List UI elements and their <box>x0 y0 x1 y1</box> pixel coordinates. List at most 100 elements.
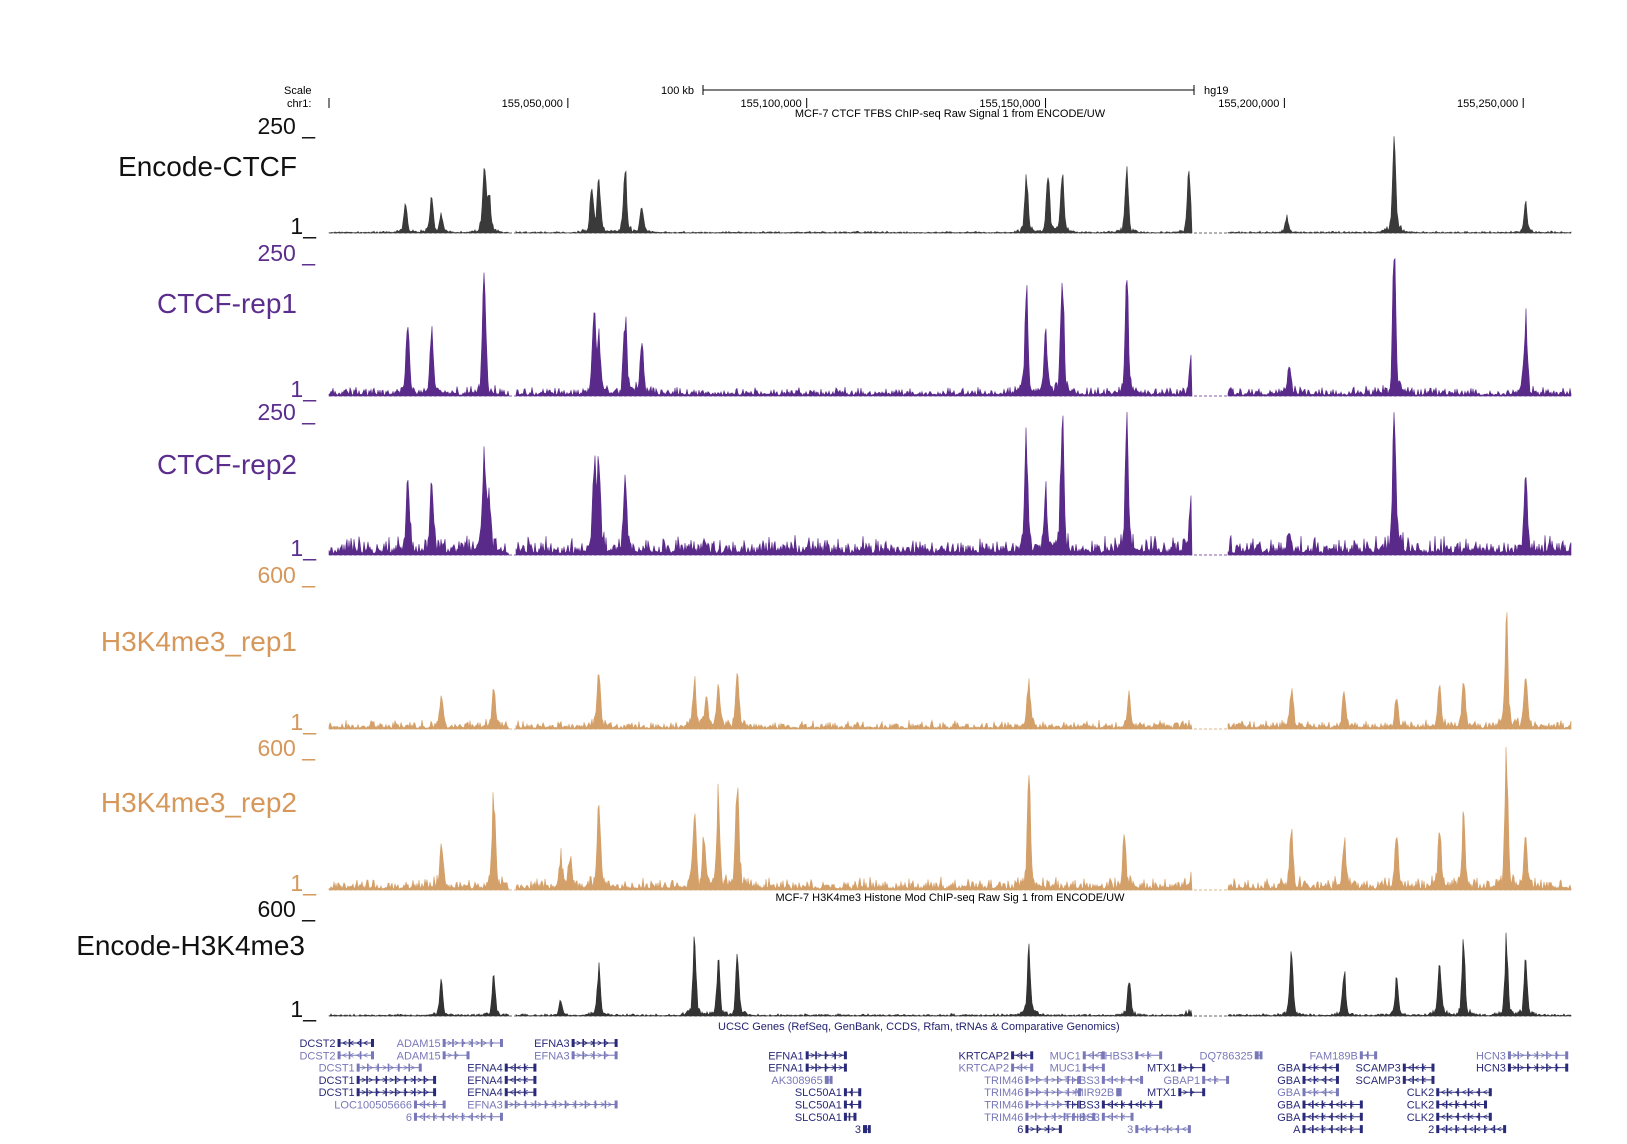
strand-arrow <box>508 1077 514 1083</box>
gene-exon <box>1503 1125 1507 1134</box>
strand-arrow <box>1106 1077 1112 1083</box>
strand-arrow <box>355 1040 361 1046</box>
gene-exon <box>1118 1088 1122 1097</box>
strand-arrow <box>418 1102 424 1107</box>
strand-arrow <box>447 1052 453 1058</box>
strand-arrow <box>1447 1102 1453 1107</box>
strand-arrow <box>1037 1114 1043 1120</box>
track-signal <box>328 136 1572 234</box>
gene-exon <box>1092 1051 1094 1060</box>
gene-exon <box>1478 1112 1480 1121</box>
strand-arrow <box>1447 1126 1453 1132</box>
gene-label: MIR92B <box>1074 1087 1114 1099</box>
ruler-tick-label: 155,100,000 <box>741 98 802 110</box>
gene-model: 3 <box>1127 1124 1191 1136</box>
track-ymin-label: 1_ <box>290 376 317 402</box>
strand-arrow <box>810 1052 816 1058</box>
track-label: CTCF-rep2 <box>157 449 297 480</box>
gene-exon <box>433 1088 437 1097</box>
gene-exon <box>370 1051 374 1060</box>
gene-model: TRIM46 <box>984 1087 1081 1099</box>
strand-arrow <box>1093 1065 1099 1070</box>
gene-model: GBA <box>1277 1075 1339 1087</box>
signal-track: Encode-H3K4me3 600 _ 1_ MCF-7 H3K4me3 Histo… <box>76 892 1572 1022</box>
gene-exon <box>1259 1051 1263 1060</box>
gene-label: SCAMP3 <box>1356 1063 1401 1075</box>
strand-arrow <box>576 1052 582 1058</box>
strand-arrow <box>439 1114 445 1120</box>
strand-arrow <box>600 1102 606 1107</box>
signal-track: Encode-CTCF 250 _ 1_ MCF-7 CTCF TFBS ChIP-s… <box>118 108 1572 239</box>
strand-arrow <box>1341 1126 1347 1132</box>
gene-exon <box>1436 1088 1440 1097</box>
strand-arrow <box>368 1065 374 1070</box>
gene-exon <box>1067 1075 1070 1084</box>
gene-model: CLK2 <box>1407 1087 1492 1099</box>
gene-label: 2 <box>1428 1124 1434 1136</box>
strand-arrow <box>1306 1077 1312 1083</box>
strand-arrow <box>1183 1089 1189 1095</box>
strand-arrow <box>1051 1114 1057 1120</box>
strand-arrow <box>1181 1126 1187 1132</box>
gene-exon <box>1340 1125 1343 1134</box>
strand-arrow <box>1341 1114 1347 1120</box>
gene-label: GBA <box>1277 1075 1301 1087</box>
gene-exon <box>594 1100 597 1109</box>
gene-exon <box>603 1039 606 1047</box>
strand-arrow <box>1167 1126 1173 1132</box>
gene-exon <box>1340 1112 1343 1121</box>
strand-arrow <box>1320 1089 1326 1095</box>
strand-arrow <box>382 1065 388 1070</box>
gene-exon <box>1202 1063 1206 1072</box>
gene-label: 3 <box>1127 1124 1133 1136</box>
gene-exon <box>1474 1100 1477 1109</box>
gene-exon <box>466 1051 470 1060</box>
gene-exon <box>1488 1088 1492 1097</box>
strand-arrow <box>1440 1114 1446 1120</box>
strand-arrow <box>1306 1102 1312 1107</box>
strand-arrow <box>368 1089 374 1095</box>
gene-label: CLK2 <box>1407 1112 1435 1124</box>
strand-arrow <box>1554 1065 1560 1070</box>
gene-exon <box>499 1039 503 1047</box>
strand-arrow <box>1407 1077 1412 1083</box>
strand-arrow <box>1554 1052 1560 1058</box>
gene-exon <box>454 1051 457 1060</box>
gene-exon <box>1120 1100 1123 1109</box>
strand-arrow <box>1547 1052 1553 1058</box>
gene-exon <box>1359 1100 1363 1109</box>
gene-exon <box>1130 1075 1133 1084</box>
strand-arrow <box>1120 1102 1126 1107</box>
strand-arrow <box>558 1102 564 1107</box>
strand-arrow <box>403 1077 409 1083</box>
gene-model: SCAMP3 <box>1356 1075 1435 1087</box>
signal-track: H3K4me3_rep2 600 _ 1_ <box>101 735 1572 896</box>
gene-model: EFNA1 <box>768 1050 847 1062</box>
strand-arrow <box>508 1089 514 1095</box>
strand-arrow <box>432 1114 438 1120</box>
gene-label: MUC1 <box>1050 1063 1081 1075</box>
gene-exon <box>398 1063 400 1072</box>
gene-exon <box>533 1088 537 1097</box>
gene-exon <box>582 1051 584 1060</box>
strand-arrow <box>1348 1102 1354 1107</box>
strand-arrow <box>515 1065 521 1070</box>
strand-arrow <box>1414 1065 1419 1070</box>
strand-arrow <box>1468 1102 1474 1107</box>
gene-exon <box>433 1100 435 1109</box>
gene-exon <box>582 1039 584 1047</box>
gene-label: KRTCAP2 <box>959 1063 1010 1075</box>
gene-exon <box>858 1100 862 1109</box>
strand-arrow <box>481 1114 487 1120</box>
gene-exon <box>1445 1100 1448 1109</box>
strand-arrow <box>396 1065 402 1070</box>
strand-arrow <box>1327 1114 1333 1120</box>
gene-exon <box>1140 1100 1142 1109</box>
chrom-label: chr1: <box>287 98 311 110</box>
strand-arrow <box>1320 1102 1326 1107</box>
gene-exon <box>1324 1063 1327 1072</box>
gene-exon <box>1025 1088 1029 1097</box>
strand-arrow <box>530 1102 536 1107</box>
strand-arrow <box>1489 1126 1495 1132</box>
gene-label: SLC50A1 <box>795 1100 842 1112</box>
